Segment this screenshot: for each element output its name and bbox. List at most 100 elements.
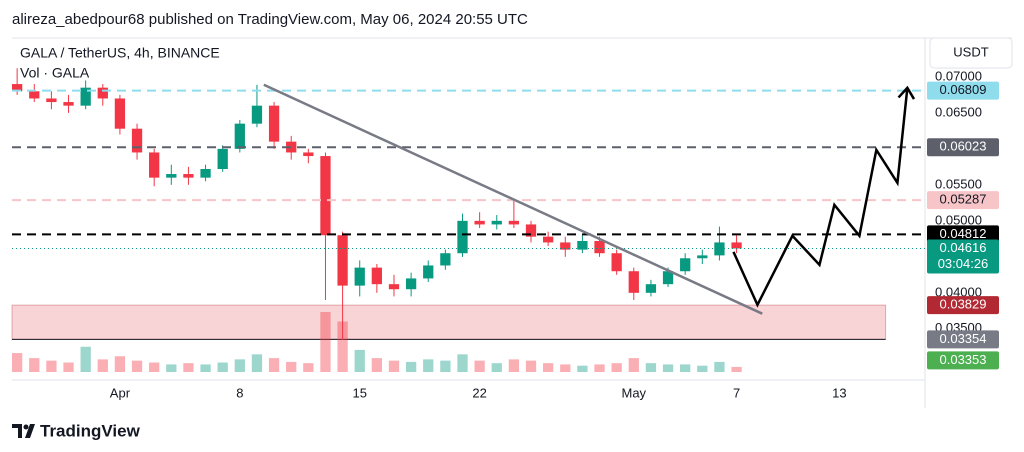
candle-body — [80, 87, 91, 106]
candle-body — [217, 148, 228, 170]
volume-bar — [166, 364, 177, 372]
volume-bar — [12, 353, 23, 372]
candle-body — [457, 220, 468, 254]
price-badge-label: 0.05287 — [940, 192, 987, 207]
candle-body — [337, 235, 348, 286]
volume-bar — [131, 360, 143, 372]
candle-body — [166, 174, 177, 178]
volume-bar — [268, 358, 280, 372]
volume-bar — [645, 363, 657, 372]
volume-bar — [697, 365, 708, 372]
y-tick-label: 0.07000 — [935, 68, 982, 83]
y-tick-label: 0.06500 — [935, 104, 982, 119]
candle-body — [286, 141, 297, 153]
candle-body — [731, 242, 742, 249]
volume-bar — [46, 360, 57, 372]
volume-bar — [680, 364, 691, 372]
x-tick-label: 7 — [733, 385, 740, 400]
price-badge — [927, 296, 999, 315]
candle-body — [525, 224, 537, 237]
candle-body — [234, 123, 245, 149]
candle-body — [183, 174, 194, 178]
volume-bar — [491, 363, 502, 372]
candle-body — [474, 220, 485, 225]
volume-bar — [474, 360, 485, 372]
price-badge-label: 0.03829 — [940, 297, 987, 312]
candle-body — [611, 253, 622, 272]
candle-body — [12, 84, 23, 92]
publish-info: alireza_abedpour68 published on TradingV… — [12, 11, 528, 28]
volume-bar — [149, 362, 160, 372]
volume-bar — [183, 363, 194, 372]
price-badge — [927, 225, 999, 244]
price-badge-label: 0.04812 — [940, 226, 987, 241]
volume-bar — [200, 364, 211, 372]
candle-body — [560, 242, 571, 250]
volume-bar — [251, 354, 263, 372]
price-badge — [927, 239, 999, 274]
candle-body — [645, 284, 657, 293]
currency-box[interactable] — [929, 37, 1013, 69]
candle-body — [714, 242, 725, 256]
x-tick-label: 22 — [472, 385, 486, 400]
price-badge-label: 0.06809 — [940, 82, 987, 97]
candle-body — [251, 105, 263, 124]
candle-body — [371, 267, 382, 285]
candle-body — [149, 152, 160, 178]
volume-bar — [337, 321, 348, 372]
currency[interactable]: USDT — [953, 44, 988, 59]
price-badge — [927, 191, 999, 210]
x-tick-label: May — [622, 385, 647, 400]
candle-body — [200, 169, 211, 178]
price-badge — [927, 81, 999, 100]
candle-body — [680, 258, 691, 272]
volume-bar — [234, 359, 245, 372]
candle-body — [303, 152, 314, 157]
volume-bar — [388, 360, 400, 372]
candle-body — [354, 267, 365, 286]
x-tick-label: 13 — [832, 385, 846, 400]
demand-zone — [11, 304, 887, 340]
volume-bar — [457, 354, 468, 372]
projection-arrowhead — [897, 85, 916, 100]
candle-body — [594, 240, 605, 254]
volume-bar — [714, 361, 725, 372]
volume-legend: Vol · GALA — [20, 65, 90, 81]
volume-bar — [217, 362, 228, 372]
candle-body — [662, 271, 674, 285]
candle-body — [46, 98, 57, 103]
candle-body — [440, 253, 451, 266]
volume-bar — [97, 359, 108, 372]
x-tick-label: 15 — [352, 385, 366, 400]
y-tick-label: 0.04000 — [935, 284, 982, 299]
volume-bar — [594, 364, 605, 372]
candle-body — [491, 220, 502, 225]
volume-bar — [29, 358, 40, 372]
volume-bar — [423, 359, 434, 372]
x-tick-label: 8 — [236, 385, 243, 400]
logo-mark — [12, 424, 35, 438]
candle-body — [131, 128, 143, 153]
candle-body — [423, 265, 434, 279]
price-badge — [927, 138, 999, 157]
price-badge — [927, 330, 999, 349]
volume-bar — [611, 363, 622, 372]
countdown-label: 03:04:26 — [938, 256, 989, 271]
candle-body — [114, 98, 126, 129]
volume-bar — [320, 312, 331, 372]
volume-bar — [354, 349, 365, 372]
candle-body — [577, 240, 588, 250]
volume-bar — [303, 363, 314, 372]
volume-bar — [440, 360, 451, 372]
candle-body — [320, 156, 331, 236]
volume-bar — [560, 364, 571, 372]
price-badge-label: 0.04616 — [940, 240, 987, 255]
price-badge-label: 0.03353 — [940, 352, 987, 367]
candle-body — [543, 236, 554, 243]
candle-body — [697, 255, 708, 259]
volume-bar — [662, 364, 674, 372]
candle-body — [268, 105, 280, 142]
volume-bar — [63, 362, 74, 372]
